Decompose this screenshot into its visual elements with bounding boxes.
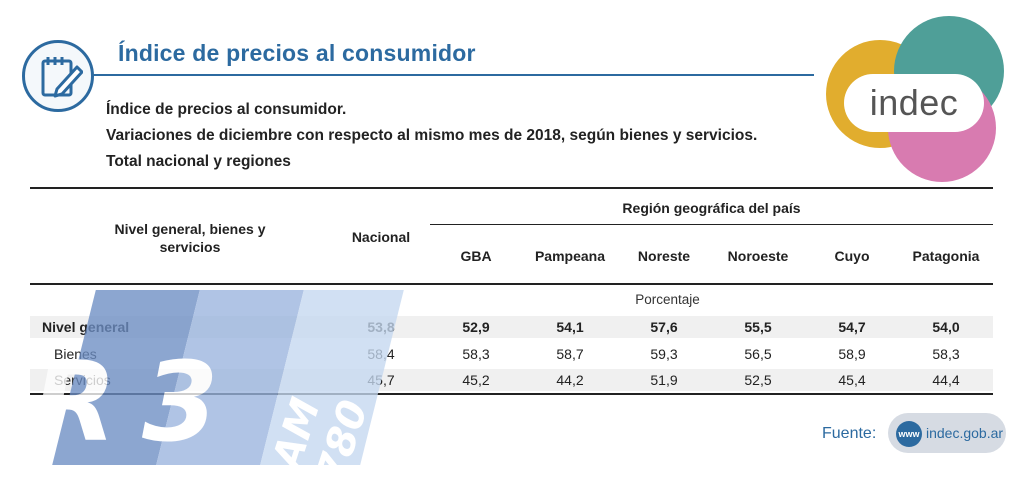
- header-nacional: Nacional: [351, 229, 411, 245]
- table-cell: 56,5: [744, 346, 772, 362]
- region-header-rule: [430, 224, 993, 225]
- logo-pill: [844, 74, 984, 132]
- table-cell: 59,3: [650, 346, 678, 362]
- logo-text: indec: [869, 82, 959, 123]
- table-header-rule: [30, 283, 993, 285]
- www-icon: www: [896, 421, 922, 447]
- row-label: Nivel general: [42, 319, 130, 335]
- table-cell: 45,2: [462, 372, 490, 388]
- column-header: Pampeana: [534, 248, 606, 264]
- title-divider: [92, 74, 814, 76]
- table-cell: 45,7: [367, 372, 395, 388]
- table-cell: 58,7: [556, 346, 584, 362]
- table-cell: 51,9: [650, 372, 678, 388]
- table-cell: 58,9: [838, 346, 866, 362]
- source-label: Fuente:: [822, 425, 877, 442]
- watermark-3: 3: [142, 338, 219, 466]
- table-cell: 54,1: [556, 319, 584, 335]
- website-link[interactable]: indec.gob.ar: [926, 425, 1004, 441]
- table-cell: 57,6: [650, 319, 678, 335]
- table-cell: 55,5: [744, 319, 772, 335]
- column-header: GBA: [460, 248, 492, 264]
- table-bottom-rule: [30, 393, 993, 395]
- table-cell: 58,3: [932, 346, 960, 362]
- table-cell: 52,5: [744, 372, 772, 388]
- row-label: Servicios: [54, 372, 111, 388]
- unit-label: Porcentaje: [635, 292, 700, 307]
- subtitle-line-2: Variaciones de diciembre con respecto al…: [106, 127, 758, 144]
- table-cell: 58,4: [367, 346, 395, 362]
- subtitle-line-1: Índice de precios al consumidor.: [106, 101, 347, 118]
- column-header: Noreste: [637, 248, 691, 264]
- subtitle-line-3: Total nacional y regiones: [106, 153, 291, 170]
- table-cell: 54,7: [838, 319, 866, 335]
- column-header: Patagonia: [912, 248, 980, 264]
- table-cell: 58,3: [462, 346, 490, 362]
- indec-logo: indec: [822, 14, 1012, 189]
- row-label: Bienes: [54, 346, 97, 362]
- section-title: Índice de precios al consumidor: [118, 40, 476, 66]
- table-top-rule: [30, 187, 993, 189]
- table-cell: 53,8: [367, 319, 395, 335]
- column-header: Cuyo: [834, 248, 870, 264]
- column-header: Noroeste: [727, 248, 789, 264]
- table-cell: 44,4: [932, 372, 960, 388]
- table-cell: 44,2: [556, 372, 584, 388]
- table-cell: 52,9: [462, 319, 490, 335]
- edit-document-icon: [22, 40, 94, 112]
- table-cell: 45,4: [838, 372, 866, 388]
- header-nivel: Nivel general, bienes y servicios: [114, 221, 266, 255]
- table-cell: 54,0: [932, 319, 960, 335]
- header-region: Región geográfica del país: [622, 200, 801, 216]
